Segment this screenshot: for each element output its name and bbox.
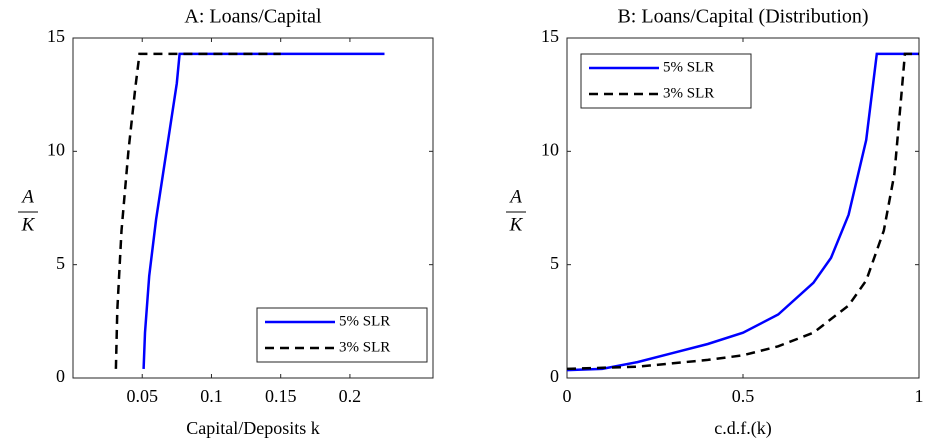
chart-title: B: Loans/Capital (Distribution) [617, 6, 868, 28]
chart-title: A: Loans/Capital [184, 6, 322, 28]
x-tick-label: 0.15 [265, 386, 297, 406]
x-axis-label: Capital/Deposits k [186, 418, 320, 438]
y-label-num: A [20, 186, 34, 207]
line-series [142, 52, 385, 369]
legend-label: 5% SLR [339, 313, 390, 329]
y-tick-label: 5 [550, 253, 559, 273]
x-tick-label: 1 [915, 386, 924, 406]
y-label-den: K [21, 214, 36, 235]
x-tick-label: 0.1 [200, 386, 223, 406]
y-tick-label: 15 [47, 26, 65, 46]
x-tick-label: 0.5 [732, 386, 755, 406]
x-tick-label: 0 [563, 386, 572, 406]
x-tick-label: 0.05 [126, 386, 158, 406]
y-label-num: A [508, 186, 522, 207]
y-tick-label: 10 [541, 139, 559, 159]
legend-box [580, 53, 752, 109]
legend-label: 3% SLR [663, 85, 714, 101]
y-tick-label: 5 [56, 253, 65, 273]
legend-label: 3% SLR [339, 339, 390, 355]
line-series [566, 52, 919, 371]
y-tick-label: 0 [56, 366, 65, 386]
y-tick-label: 10 [47, 139, 65, 159]
line-series [566, 52, 919, 372]
y-tick-label: 0 [550, 366, 559, 386]
y-tick-label: 15 [541, 26, 559, 46]
x-axis-label: c.d.f.(k) [714, 418, 771, 439]
y-label-den: K [509, 214, 524, 235]
line-series [114, 52, 281, 369]
legend-label: 5% SLR [663, 59, 714, 75]
legend-box [256, 307, 428, 363]
x-tick-label: 0.2 [339, 386, 362, 406]
